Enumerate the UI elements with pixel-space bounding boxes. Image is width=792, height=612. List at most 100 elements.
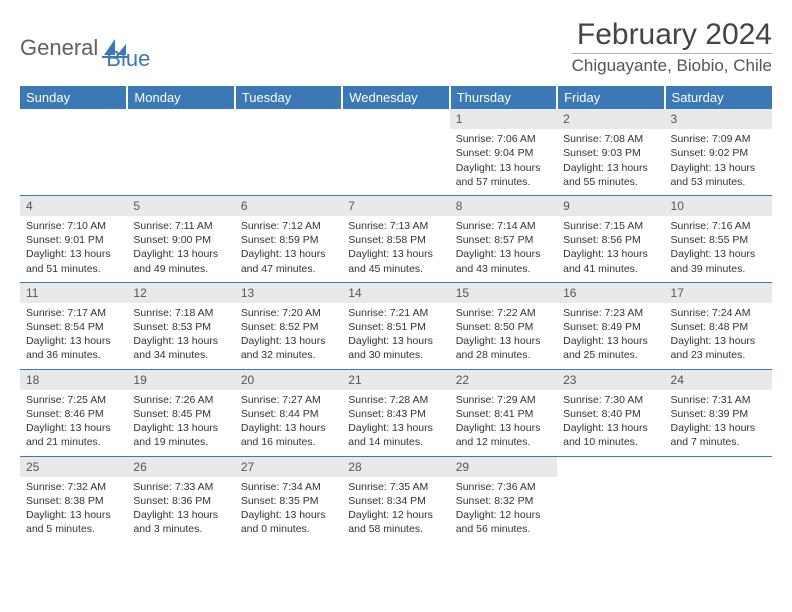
calendar-cell: 11 Sunrise: 7:17 AMSunset: 8:54 PMDayligh… [20, 282, 127, 369]
calendar-cell: 21 Sunrise: 7:28 AMSunset: 8:43 PMDayligh… [342, 369, 449, 456]
day-number: 27 [235, 457, 342, 477]
day-number: 15 [450, 283, 557, 303]
day-number: 23 [557, 370, 664, 390]
calendar-cell: 29 Sunrise: 7:36 AMSunset: 8:32 PMDayligh… [450, 456, 557, 542]
day-number: 6 [235, 196, 342, 216]
calendar-cell: 28Sunrise: 7:35 AMSunset: 8:34 PMDayligh… [342, 456, 449, 542]
weekday-header: Monday [127, 86, 234, 109]
day-details: Sunrise: 7:36 AMSunset: 8:32 PMDaylight:… [456, 480, 551, 537]
calendar-cell: 24 Sunrise: 7:31 AMSunset: 8:39 PMDayligh… [665, 369, 772, 456]
calendar-cell: 12Sunrise: 7:18 AMSunset: 8:53 PMDayligh… [127, 282, 234, 369]
day-details: Sunrise: 7:22 AMSunset: 8:50 PMDaylight:… [456, 306, 551, 363]
calendar-cell: 20 Sunrise: 7:27 AMSunset: 8:44 PMDayligh… [235, 369, 342, 456]
day-number: 22 [450, 370, 557, 390]
page-header: General Blue February 2024 Chiguayante, … [20, 18, 772, 76]
day-details: Sunrise: 7:12 AMSunset: 8:59 PMDaylight:… [241, 219, 336, 276]
day-details: Sunrise: 7:15 AMSunset: 8:56 PMDaylight:… [563, 219, 658, 276]
weekday-header: Wednesday [342, 86, 449, 109]
day-number: 4 [20, 196, 127, 216]
day-details: Sunrise: 7:25 AMSunset: 8:46 PMDaylight:… [26, 393, 121, 450]
day-number: 5 [127, 196, 234, 216]
calendar-cell: 1 Sunrise: 7:06 AMSunset: 9:04 PMDaylight… [450, 109, 557, 195]
day-number: 2 [557, 109, 664, 129]
calendar-row: 11 Sunrise: 7:17 AMSunset: 8:54 PMDayligh… [20, 282, 772, 369]
calendar-cell: 4 Sunrise: 7:10 AMSunset: 9:01 PMDaylight… [20, 195, 127, 282]
calendar-cell: 14 Sunrise: 7:21 AMSunset: 8:51 PMDayligh… [342, 282, 449, 369]
day-details: Sunrise: 7:31 AMSunset: 8:39 PMDaylight:… [671, 393, 766, 450]
calendar-cell: 13 Sunrise: 7:20 AMSunset: 8:52 PMDayligh… [235, 282, 342, 369]
calendar-cell: 0 [20, 109, 127, 195]
day-number: 24 [665, 370, 772, 390]
day-number: 9 [557, 196, 664, 216]
day-number: 14 [342, 283, 449, 303]
day-details: Sunrise: 7:06 AMSunset: 9:04 PMDaylight:… [456, 132, 551, 189]
calendar-cell: 15 Sunrise: 7:22 AMSunset: 8:50 PMDayligh… [450, 282, 557, 369]
day-details: Sunrise: 7:20 AMSunset: 8:52 PMDaylight:… [241, 306, 336, 363]
day-details: Sunrise: 7:08 AMSunset: 9:03 PMDaylight:… [563, 132, 658, 189]
day-number: 16 [557, 283, 664, 303]
day-number: 13 [235, 283, 342, 303]
day-details: Sunrise: 7:16 AMSunset: 8:55 PMDaylight:… [671, 219, 766, 276]
calendar-cell: 22 Sunrise: 7:29 AMSunset: 8:41 PMDayligh… [450, 369, 557, 456]
calendar-cell: 17Sunrise: 7:24 AMSunset: 8:48 PMDayligh… [665, 282, 772, 369]
day-number: 11 [20, 283, 127, 303]
calendar-row: 18 Sunrise: 7:25 AMSunset: 8:46 PMDayligh… [20, 369, 772, 456]
calendar-cell: 27 Sunrise: 7:34 AMSunset: 8:35 PMDayligh… [235, 456, 342, 542]
weekday-header: Saturday [665, 86, 772, 109]
day-details: Sunrise: 7:18 AMSunset: 8:53 PMDaylight:… [133, 306, 228, 363]
day-details: Sunrise: 7:17 AMSunset: 8:54 PMDaylight:… [26, 306, 121, 363]
day-number: 8 [450, 196, 557, 216]
brand-part2: Blue [106, 46, 150, 72]
day-details: Sunrise: 7:35 AMSunset: 8:34 PMDaylight:… [348, 480, 443, 537]
calendar-table: SundayMondayTuesdayWednesdayThursdayFrid… [20, 86, 772, 542]
day-number: 3 [665, 109, 772, 129]
day-number: 19 [127, 370, 234, 390]
calendar-cell: 5 Sunrise: 7:11 AMSunset: 9:00 PMDaylight… [127, 195, 234, 282]
day-details: Sunrise: 7:21 AMSunset: 8:51 PMDaylight:… [348, 306, 443, 363]
day-number: 18 [20, 370, 127, 390]
calendar-cell: 10Sunrise: 7:16 AMSunset: 8:55 PMDayligh… [665, 195, 772, 282]
calendar-cell: 23 Sunrise: 7:30 AMSunset: 8:40 PMDayligh… [557, 369, 664, 456]
calendar-cell: 0 [557, 456, 664, 542]
day-details: Sunrise: 7:34 AMSunset: 8:35 PMDaylight:… [241, 480, 336, 537]
calendar-cell: 7 Sunrise: 7:13 AMSunset: 8:58 PMDaylight… [342, 195, 449, 282]
day-details: Sunrise: 7:30 AMSunset: 8:40 PMDaylight:… [563, 393, 658, 450]
day-details: Sunrise: 7:27 AMSunset: 8:44 PMDaylight:… [241, 393, 336, 450]
calendar-cell: 6 Sunrise: 7:12 AMSunset: 8:59 PMDaylight… [235, 195, 342, 282]
day-details: Sunrise: 7:11 AMSunset: 9:00 PMDaylight:… [133, 219, 228, 276]
calendar-row: 4 Sunrise: 7:10 AMSunset: 9:01 PMDaylight… [20, 195, 772, 282]
day-details: Sunrise: 7:33 AMSunset: 8:36 PMDaylight:… [133, 480, 228, 537]
day-details: Sunrise: 7:10 AMSunset: 9:01 PMDaylight:… [26, 219, 121, 276]
calendar-cell: 18 Sunrise: 7:25 AMSunset: 8:46 PMDayligh… [20, 369, 127, 456]
brand-logo: General Blue [20, 18, 150, 72]
day-details: Sunrise: 7:13 AMSunset: 8:58 PMDaylight:… [348, 219, 443, 276]
day-details: Sunrise: 7:23 AMSunset: 8:49 PMDaylight:… [563, 306, 658, 363]
calendar-cell: 0 [342, 109, 449, 195]
calendar-cell: 9 Sunrise: 7:15 AMSunset: 8:56 PMDaylight… [557, 195, 664, 282]
calendar-cell: 8 Sunrise: 7:14 AMSunset: 8:57 PMDaylight… [450, 195, 557, 282]
weekday-header-row: SundayMondayTuesdayWednesdayThursdayFrid… [20, 86, 772, 109]
calendar-cell: 26 Sunrise: 7:33 AMSunset: 8:36 PMDayligh… [127, 456, 234, 542]
calendar-cell: 3Sunrise: 7:09 AMSunset: 9:02 PMDaylight… [665, 109, 772, 195]
weekday-header: Sunday [20, 86, 127, 109]
day-details: Sunrise: 7:32 AMSunset: 8:38 PMDaylight:… [26, 480, 121, 537]
weekday-header: Tuesday [235, 86, 342, 109]
day-number: 7 [342, 196, 449, 216]
day-details: Sunrise: 7:26 AMSunset: 8:45 PMDaylight:… [133, 393, 228, 450]
calendar-cell: 0 [127, 109, 234, 195]
day-number: 20 [235, 370, 342, 390]
day-details: Sunrise: 7:29 AMSunset: 8:41 PMDaylight:… [456, 393, 551, 450]
calendar-body: 00001Sunrise: 7:06 AMSunset: 9:04 PMDayl… [20, 109, 772, 542]
day-number: 21 [342, 370, 449, 390]
calendar-cell: 19 Sunrise: 7:26 AMSunset: 8:45 PMDayligh… [127, 369, 234, 456]
day-number: 26 [127, 457, 234, 477]
month-title: February 2024 [572, 18, 772, 54]
day-details: Sunrise: 7:28 AMSunset: 8:43 PMDaylight:… [348, 393, 443, 450]
calendar-cell: 2 Sunrise: 7:08 AMSunset: 9:03 PMDaylight… [557, 109, 664, 195]
day-number: 25 [20, 457, 127, 477]
calendar-row: 00001Sunrise: 7:06 AMSunset: 9:04 PMDayl… [20, 109, 772, 195]
day-number: 1 [450, 109, 557, 129]
day-number: 29 [450, 457, 557, 477]
title-block: February 2024 Chiguayante, Biobio, Chile [572, 18, 772, 76]
day-details: Sunrise: 7:14 AMSunset: 8:57 PMDaylight:… [456, 219, 551, 276]
